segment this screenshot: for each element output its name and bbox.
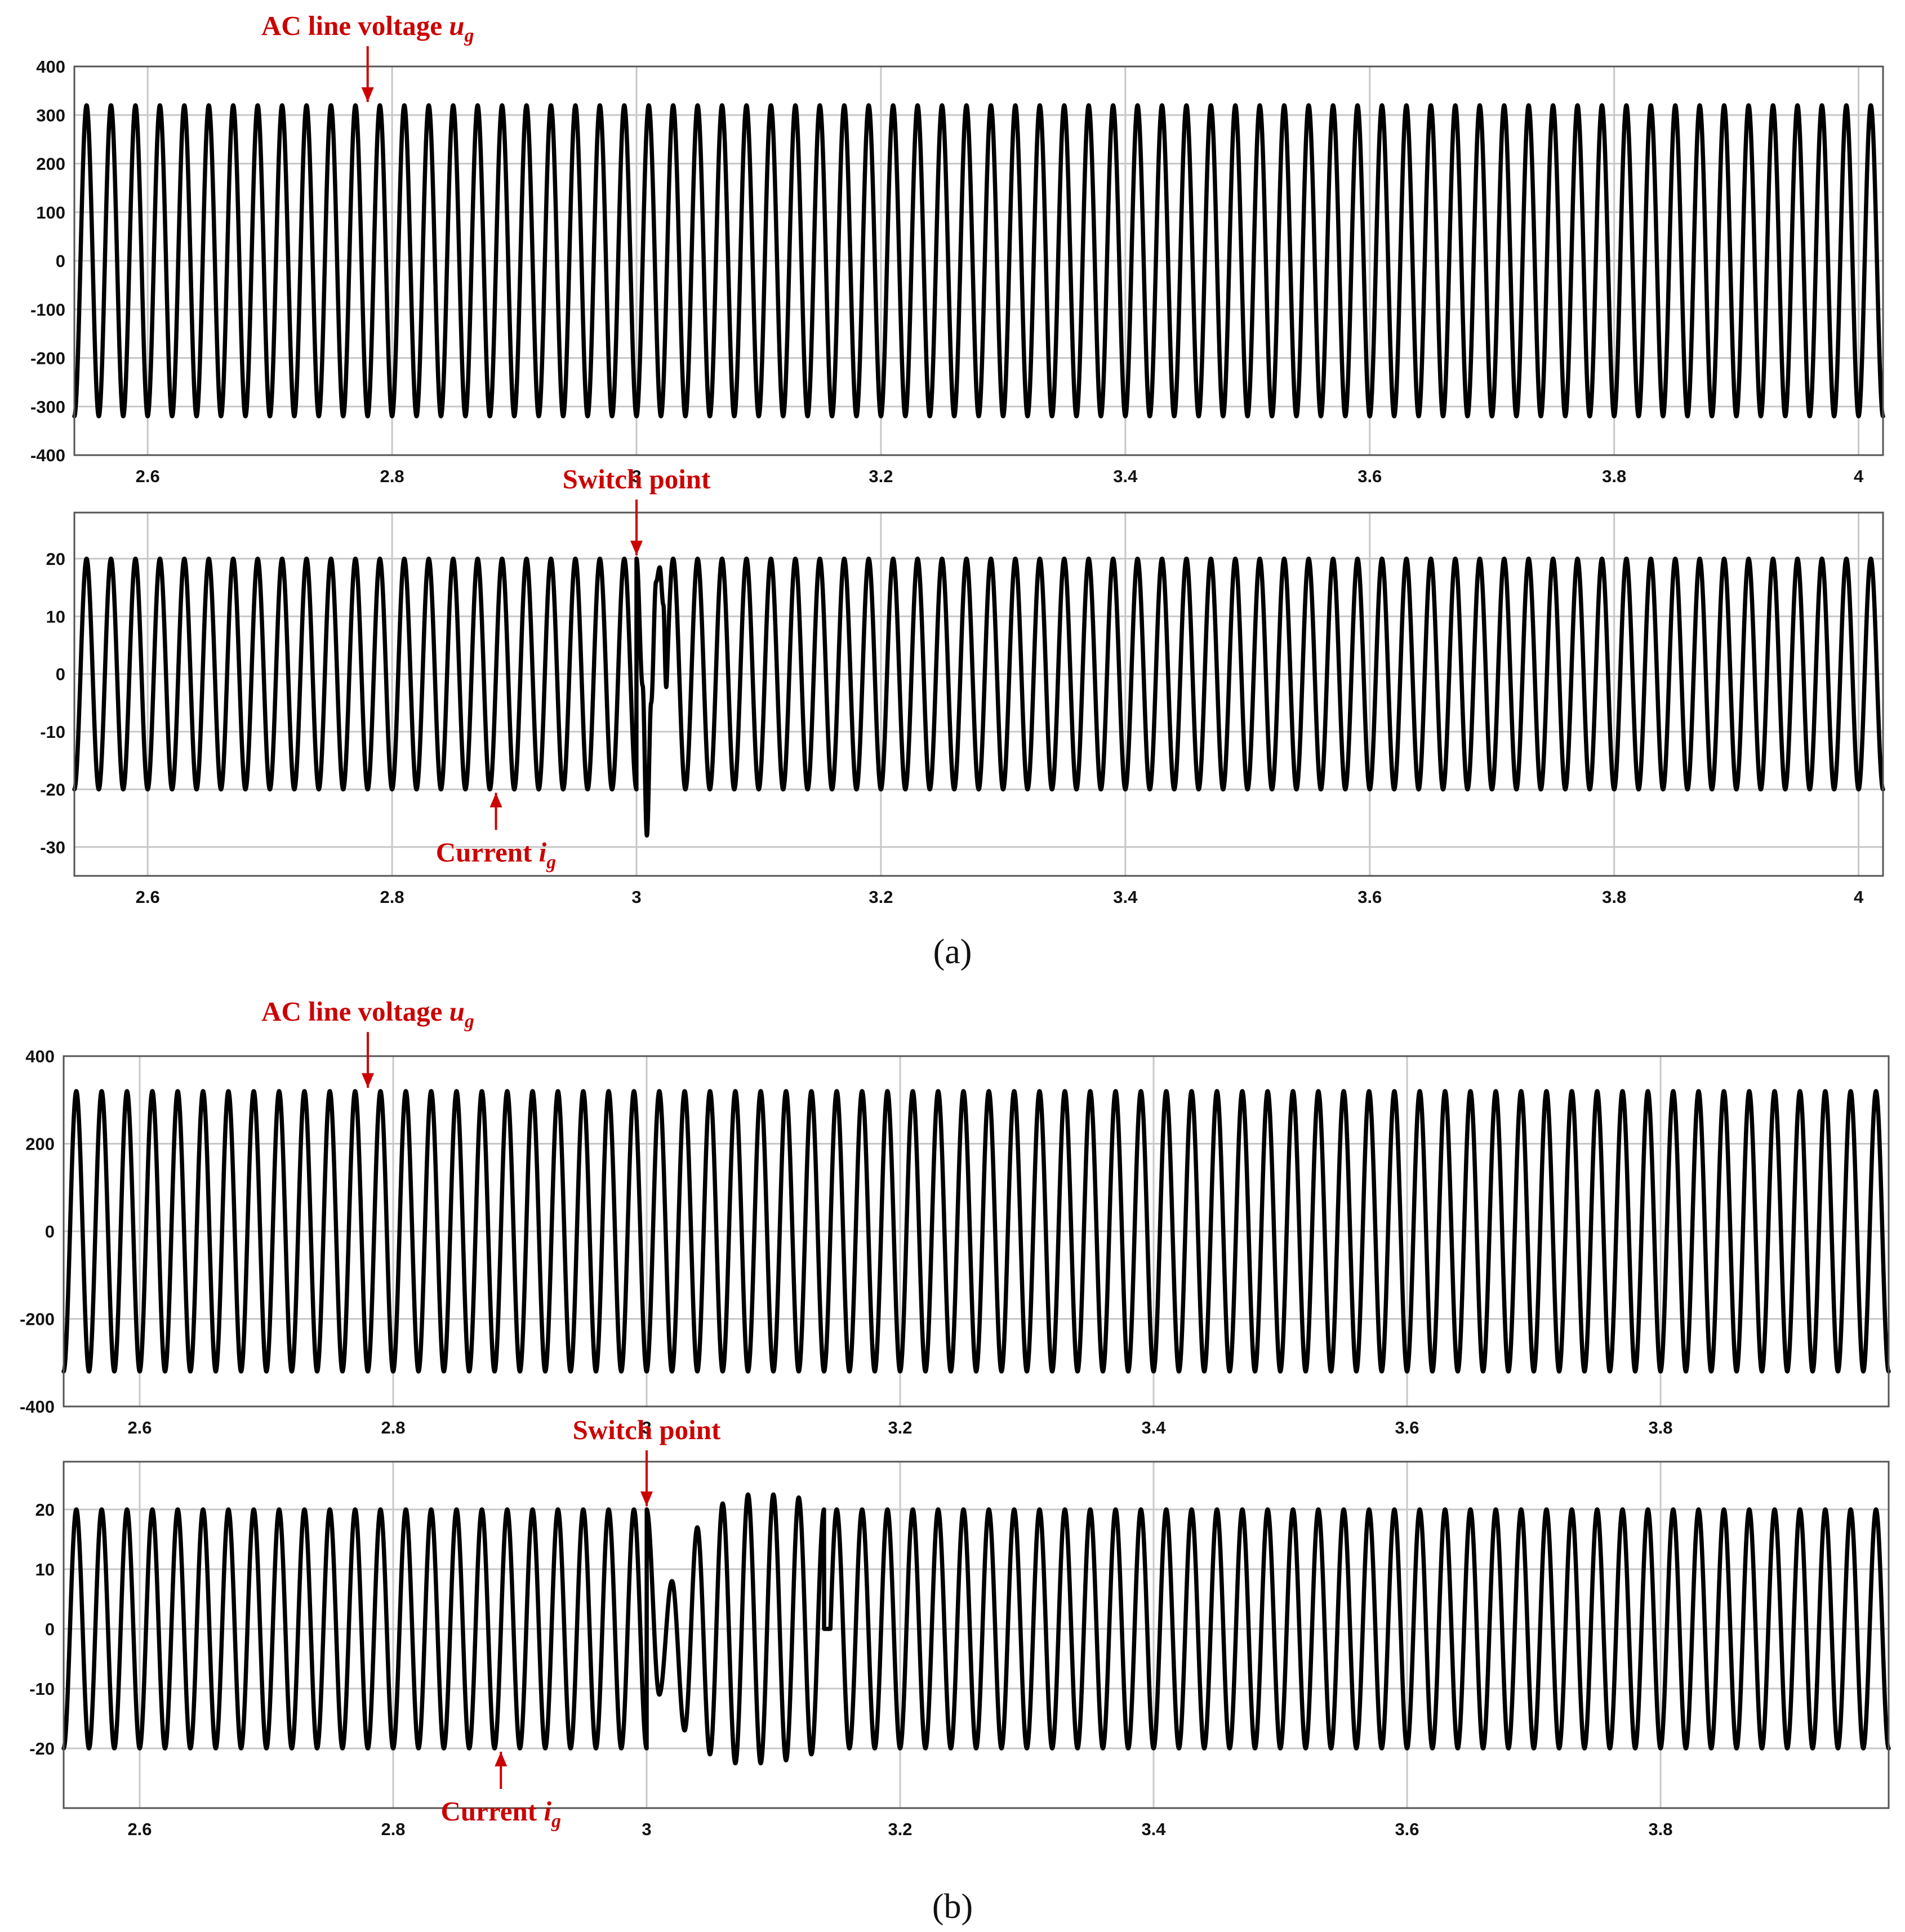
y-tick-label: 200 — [25, 1134, 55, 1154]
x-tick-label: 3.6 — [1395, 1418, 1419, 1437]
x-tick-label: 3.6 — [1357, 887, 1382, 907]
plot-frame — [73, 511, 1884, 877]
y-tick-label: 10 — [35, 1560, 55, 1579]
y-tick-label: 0 — [45, 1222, 55, 1241]
series-line — [61, 1492, 1891, 1766]
y-tick-label: -300 — [30, 397, 65, 417]
x-tick-label: 3.8 — [1602, 887, 1626, 907]
x-tick-label: 3.4 — [1113, 887, 1138, 907]
y-tick-label: 200 — [36, 154, 65, 174]
y-tick-label: -400 — [30, 446, 65, 465]
x-tick-label: 3 — [631, 466, 641, 486]
x-tick-label: 2.8 — [380, 466, 404, 486]
y-tick-label: 0 — [56, 251, 65, 271]
series-line — [72, 557, 1885, 838]
x-tick-label: 3 — [631, 887, 641, 907]
y-tick-label: -10 — [40, 722, 65, 742]
y-tick-label: -200 — [30, 349, 65, 368]
x-tick-label: 3.6 — [1395, 1819, 1419, 1839]
x-tick-label: 2.8 — [381, 1819, 405, 1839]
chart-b-voltage: 2.6 2.8 3 3.2 3.4 3.6 3.8 -400 -200 0 200 400 AC lin… — [20, 996, 1891, 1437]
annotation-arrowhead — [489, 793, 502, 808]
annotation-label: Current ig — [441, 1796, 561, 1832]
x-tick-label: 3.2 — [869, 887, 893, 907]
y-tick-label: -200 — [20, 1310, 55, 1329]
x-tick-label: 3.4 — [1113, 466, 1138, 486]
y-tick-label: -20 — [40, 780, 65, 799]
annotation-label: Switch point — [573, 1414, 721, 1445]
x-tick-label: 3.4 — [1141, 1819, 1166, 1839]
x-tick-label: 3.8 — [1648, 1418, 1672, 1437]
x-tick-label: 2.8 — [380, 887, 404, 907]
y-tick-label: 300 — [36, 105, 65, 125]
chart-a-current: 2.6 2.8 3 3.2 3.4 3.6 3.8 4 -30 -20 -10 0 10 20 Switch… — [40, 464, 1885, 907]
y-tick-label: -10 — [29, 1679, 55, 1699]
x-tick-label: 3.2 — [888, 1819, 912, 1839]
y-tick-label: 400 — [36, 57, 65, 77]
plot-frame — [63, 1055, 1890, 1408]
y-tick-label: -20 — [29, 1739, 55, 1759]
x-tick-label: 2.6 — [136, 466, 160, 486]
annotation-label: AC line voltage ug — [261, 996, 474, 1032]
plot-frame — [63, 1461, 1890, 1809]
annotation-label: AC line voltage ug — [261, 10, 474, 46]
annotation-arrowhead — [362, 1073, 374, 1088]
x-tick-label: 3.6 — [1357, 466, 1382, 486]
y-tick-label: 400 — [25, 1047, 55, 1066]
x-tick-label: 4 — [1854, 466, 1864, 486]
annotation-arrowhead — [495, 1751, 508, 1766]
plot-frame — [73, 65, 1884, 456]
y-tick-label: 0 — [45, 1619, 55, 1639]
series-line — [72, 103, 1885, 419]
y-tick-label: 10 — [46, 607, 65, 626]
annotation-label: Switch point — [563, 464, 711, 495]
annotation-label: Current ig — [436, 836, 556, 872]
annotation-arrowhead — [630, 540, 643, 555]
annotation-arrowhead — [361, 87, 374, 102]
y-tick-label: 20 — [35, 1500, 55, 1520]
x-tick-label: 3.8 — [1648, 1819, 1672, 1839]
chart-b-current: 2.6 2.8 3 3.2 3.4 3.6 3.8 -20 -10 0 10 20 Switch poi… — [29, 1414, 1891, 1839]
x-tick-label: 3.2 — [888, 1418, 912, 1437]
y-tick-label: 20 — [46, 549, 65, 569]
x-tick-label: 2.6 — [127, 1418, 152, 1437]
x-tick-label: 3 — [642, 1418, 651, 1437]
y-tick-label: 100 — [36, 203, 65, 222]
y-tick-label: -100 — [30, 300, 65, 319]
x-tick-label: 4 — [1854, 887, 1864, 907]
series-line — [61, 1089, 1891, 1374]
x-tick-label: 2.6 — [127, 1819, 152, 1839]
x-tick-label: 3.4 — [1141, 1418, 1166, 1437]
y-tick-label: -400 — [20, 1397, 55, 1417]
annotation-arrowhead — [640, 1491, 653, 1506]
subfigure-label-b: (b) — [932, 1888, 973, 1926]
subfigure-label-a: (a) — [933, 933, 972, 971]
x-tick-label: 3.2 — [869, 466, 893, 486]
x-tick-label: 2.8 — [381, 1418, 405, 1437]
x-tick-label: 3 — [642, 1819, 651, 1839]
y-tick-label: -30 — [40, 838, 65, 857]
x-tick-label: 2.6 — [136, 887, 160, 907]
chart-a-voltage: 2.6 2.8 3 3.2 3.4 3.6 3.8 4 -400 -300 -200 -100 0 100… — [30, 10, 1885, 486]
x-tick-label: 3.8 — [1602, 466, 1626, 486]
y-tick-label: 0 — [56, 665, 65, 684]
